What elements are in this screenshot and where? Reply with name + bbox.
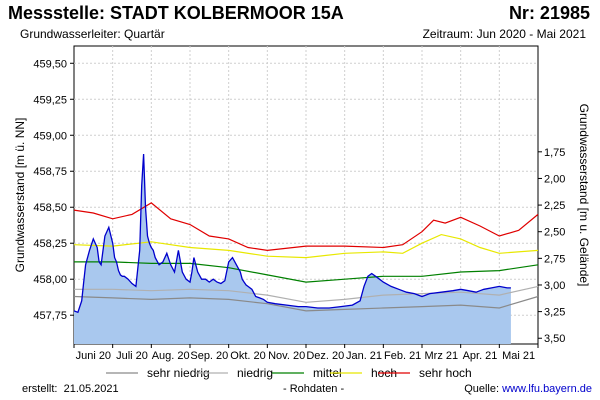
- x-tick-label: Apr. 21: [463, 350, 498, 362]
- series-line-hoch: [73, 233, 539, 259]
- measured-line-group: [73, 153, 511, 314]
- x-tick-label: Mrz 21: [425, 350, 459, 362]
- y-tick-label: 458,00: [33, 274, 67, 286]
- y-axis-title: Grundwasserstand [m ü. NN]: [13, 118, 27, 273]
- y-tick-label: 457,75: [33, 310, 67, 322]
- series-line-sehr-niedrig: [73, 295, 539, 312]
- page-title: Messstelle: STADT KOLBERMOOR 15A: [8, 3, 344, 23]
- y2-tick-label: 3,00: [544, 280, 565, 292]
- measured-area: [74, 154, 511, 344]
- legend-label: niedrig: [237, 366, 273, 380]
- created-label: erstellt:: [22, 383, 58, 395]
- raw-data-note: - Rohdaten -: [283, 383, 345, 395]
- source-link[interactable]: www.lfu.bayern.de: [502, 383, 592, 395]
- y-tick-label: 459,25: [33, 94, 67, 106]
- y-tick-label: 458,75: [33, 166, 67, 178]
- y2-tick-label: 2,50: [544, 227, 565, 239]
- x-tick-label: Juni 20: [76, 350, 111, 362]
- series-line-mittel: [74, 261, 539, 283]
- y-tick-label: 459,50: [33, 58, 67, 70]
- x-tick-label: Aug. 20: [152, 350, 190, 362]
- y-tick-label: 458,25: [33, 238, 67, 250]
- y2-tick-label: 2,25: [544, 200, 565, 212]
- created-date: 21.05.2021: [63, 383, 119, 395]
- x-tick-label: Okt. 20: [230, 350, 265, 362]
- y2-tick-label: 3,50: [544, 333, 565, 345]
- source-note: Quelle: www.lfu.bayern.de: [464, 383, 592, 395]
- y2-tick-label: 2,75: [544, 253, 565, 265]
- y2-tick-label: 2,00: [544, 173, 565, 185]
- measured-line: [73, 153, 511, 314]
- y2-tick-label: 1,75: [544, 147, 565, 159]
- y-tick-label: 458,50: [33, 202, 67, 214]
- series-line-niedrig: [74, 285, 539, 303]
- legend-label: mittel: [313, 366, 342, 380]
- x-tick-label: Dez. 20: [306, 350, 344, 362]
- x-tick-label: Feb. 21: [384, 350, 421, 362]
- x-tick-label: Mai 21: [502, 350, 535, 362]
- period-label: Zeitraum: Jun 2020 - Mai 2021: [422, 27, 586, 41]
- legend-label: sehr niedrig: [147, 366, 210, 380]
- station-number: Nr: 21985: [508, 3, 590, 23]
- legend-label: sehr hoch: [419, 366, 472, 380]
- y-tick-label: 459,00: [33, 130, 67, 142]
- created-note: erstellt: 21.05.2021: [22, 383, 119, 395]
- axes: 457,75 458,00 458,25 458,50 458,75 459,00 459,…: [13, 58, 591, 362]
- x-tick-label: Sep. 20: [190, 350, 228, 362]
- y2-axis-title: Grundwasserstand [m u. Gelände]: [577, 104, 591, 287]
- source-label: Quelle:: [464, 383, 500, 395]
- x-tick-label: Nov. 20: [268, 350, 305, 362]
- x-tick-label: Jan. 21: [346, 350, 382, 362]
- legend: sehr niedrig niedrig mittel hoch sehr hoch: [106, 366, 472, 380]
- measured-area-fill: [74, 154, 511, 344]
- aquifer-label: Grundwasserleiter: Quartär: [20, 27, 165, 41]
- x-tick-label: Juli 20: [116, 350, 148, 362]
- y2-tick-label: 3,25: [544, 307, 565, 319]
